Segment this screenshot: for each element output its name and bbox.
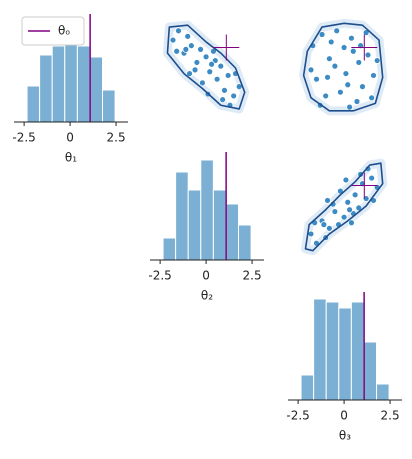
scatter-point xyxy=(364,165,372,173)
scatter-point xyxy=(224,72,232,79)
scatter-point xyxy=(344,81,352,89)
hist-bar xyxy=(51,45,66,123)
scatter-point xyxy=(370,72,377,79)
x-tick-label: 0 xyxy=(202,269,210,283)
scatter-point xyxy=(353,98,361,105)
scatter-point xyxy=(313,75,320,83)
x-tick-label: -2.5 xyxy=(148,269,171,283)
scatter-point xyxy=(355,204,363,212)
scatter-point xyxy=(348,34,355,42)
scatter-point xyxy=(327,38,335,46)
x-tick-label: 2.5 xyxy=(381,409,400,423)
scatter-point xyxy=(219,96,227,104)
scatter-point xyxy=(342,176,350,184)
hist-bar xyxy=(187,189,202,261)
hist-bar xyxy=(376,383,390,401)
hist-bar xyxy=(363,341,378,401)
hist-bar xyxy=(89,56,104,123)
scatter-point xyxy=(202,53,210,61)
x-axis-label: θ₃ xyxy=(339,429,351,443)
hist-bar xyxy=(26,85,41,123)
scatter-point xyxy=(206,68,214,76)
hist-bar xyxy=(102,89,116,123)
legend-label: θₒ xyxy=(58,24,70,38)
scatter-point xyxy=(213,75,221,83)
contour xyxy=(166,24,246,110)
scatter-point xyxy=(344,198,352,206)
scatter-point xyxy=(197,45,204,53)
hist-bar xyxy=(162,237,177,261)
scatter-point xyxy=(184,32,192,40)
hist-bar xyxy=(238,224,252,261)
scatter-point xyxy=(346,206,353,214)
hist-bar xyxy=(225,203,240,261)
hist-bar xyxy=(200,159,214,261)
hist-bar xyxy=(300,374,315,401)
scatter-point xyxy=(230,92,238,100)
hist-bar xyxy=(76,45,91,123)
scatter-point xyxy=(368,94,376,102)
hist-bar xyxy=(313,298,327,401)
scatter-point xyxy=(208,60,215,68)
scatter-point xyxy=(331,62,339,70)
contour xyxy=(302,22,384,112)
scatter-point xyxy=(193,59,201,66)
x-axis-label: θ₂ xyxy=(201,289,213,303)
scatter-point xyxy=(169,36,177,44)
legend-box xyxy=(21,16,85,46)
scatter-point xyxy=(346,103,353,111)
scatter-point xyxy=(325,224,333,232)
scatter-point xyxy=(186,70,193,77)
hist-bar xyxy=(338,307,352,401)
scatter-point xyxy=(324,197,331,204)
x-axis-label: θ₁ xyxy=(65,151,77,165)
scatter-point xyxy=(349,47,357,55)
scatter-point xyxy=(173,47,181,55)
x-tick-label: 0 xyxy=(66,131,74,145)
hist-bar xyxy=(325,301,340,401)
hist-bar xyxy=(39,54,53,123)
scatter-point xyxy=(342,70,350,77)
scatter-point xyxy=(199,79,206,87)
contour xyxy=(304,162,384,252)
scatter-point xyxy=(348,219,355,227)
x-tick-label: -2.5 xyxy=(286,409,309,423)
scatter-point xyxy=(182,45,190,53)
scatter-point xyxy=(333,27,341,35)
x-tick-label: 2.5 xyxy=(107,131,126,145)
scatter-point xyxy=(340,213,348,221)
scatter-point xyxy=(307,66,315,74)
scatter-point xyxy=(187,42,195,50)
scatter-point xyxy=(362,29,370,37)
scatter-point xyxy=(221,86,228,94)
hist-bar xyxy=(64,35,78,123)
hist-bar xyxy=(212,189,227,261)
hist-bar xyxy=(175,171,189,261)
scatter-point xyxy=(318,31,326,38)
scatter-point xyxy=(325,55,333,63)
scatter-point xyxy=(355,59,363,66)
scatter-point xyxy=(364,51,372,59)
scatter-point xyxy=(307,230,315,238)
x-tick-label: 2.5 xyxy=(243,269,262,283)
scatter-point xyxy=(331,208,339,215)
scatter-point xyxy=(322,92,330,100)
scatter-point xyxy=(324,73,331,81)
scatter-point xyxy=(340,44,348,51)
x-tick-label: 0 xyxy=(340,409,348,423)
scatter-point xyxy=(191,66,199,74)
hist-bar xyxy=(350,301,365,401)
scatter-point xyxy=(337,88,344,96)
scatter-point xyxy=(359,83,366,91)
scatter-point xyxy=(175,27,182,35)
scatter-point xyxy=(320,221,328,229)
scatter-point xyxy=(368,174,376,182)
scatter-point xyxy=(351,191,359,199)
scatter-point xyxy=(373,57,381,64)
x-tick-label: -2.5 xyxy=(12,131,35,145)
scatter-point xyxy=(217,62,225,70)
